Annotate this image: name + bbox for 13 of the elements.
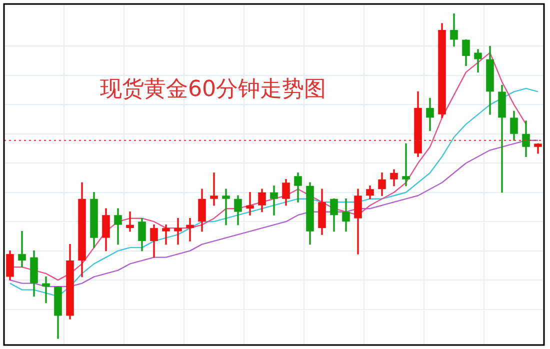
- candlestick: [162, 224, 170, 245]
- candlestick: [186, 218, 194, 242]
- candlestick: [126, 212, 134, 232]
- candlestick: [270, 186, 278, 216]
- candlestick: [222, 188, 230, 226]
- text: 现货黄金60分钟走势图: [100, 76, 326, 104]
- candlestick: [42, 276, 50, 304]
- candlestick: [18, 231, 26, 268]
- candlestick: [402, 143, 410, 186]
- candlestick: [498, 84, 506, 193]
- candlestick: [246, 192, 254, 216]
- candlestick: [174, 218, 182, 245]
- candlestick: [210, 172, 218, 206]
